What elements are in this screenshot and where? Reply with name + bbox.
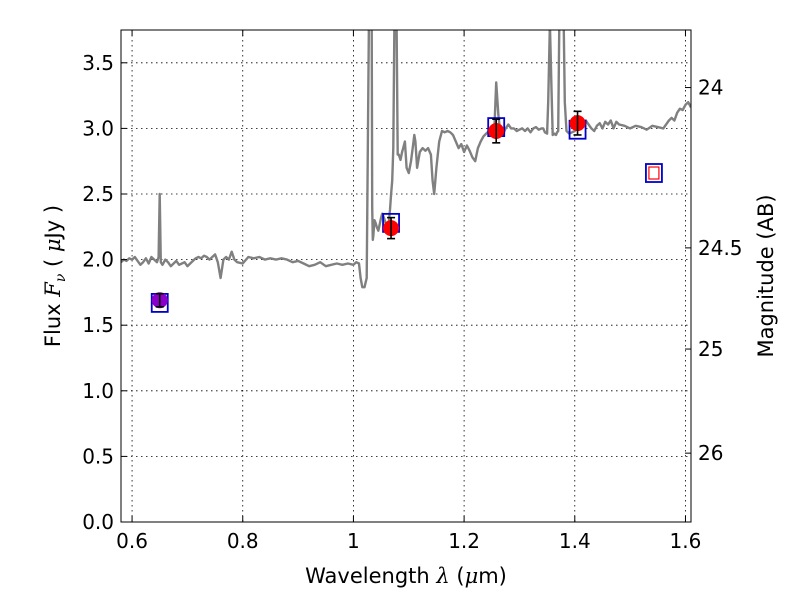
x-tick-label: 0.8 bbox=[227, 529, 259, 553]
upper-limit-marker bbox=[648, 166, 660, 180]
y-tick-label: 1.0 bbox=[82, 379, 114, 403]
axis-ticks bbox=[121, 30, 691, 523]
y-tick-label: 1.5 bbox=[82, 313, 114, 337]
y2-tick-label: 24 bbox=[698, 76, 723, 100]
photometry-layer bbox=[150, 110, 663, 313]
x-axis-label: Wavelength λ (μm) bbox=[305, 564, 507, 588]
grid-lines bbox=[121, 30, 691, 523]
y2-axis-label: Magnitude (AB) bbox=[754, 194, 778, 357]
x-tick-label: 1.6 bbox=[670, 529, 702, 553]
y-tick-label: 0.0 bbox=[82, 510, 114, 534]
x-tick-label: 0.6 bbox=[116, 529, 148, 553]
x-tick-label: 1 bbox=[347, 529, 360, 553]
y-tick-label: 2.5 bbox=[82, 182, 114, 206]
x-tick-label: 1.2 bbox=[448, 529, 480, 553]
y2-tick-label: 26 bbox=[698, 441, 723, 465]
y-tick-label: 2.0 bbox=[82, 248, 114, 272]
model-photometry-box-upper bbox=[645, 163, 663, 183]
y-axis-label: Flux Fν ( μJy ) bbox=[41, 205, 69, 347]
y2-tick-label: 24.5 bbox=[698, 236, 743, 260]
y-tick-label: 3.0 bbox=[82, 116, 114, 140]
x-tick-label: 1.4 bbox=[559, 529, 591, 553]
plot-frame bbox=[120, 29, 692, 523]
y-tick-labels: 0.0 0.5 1.0 1.5 2.0 2.5 3.0 3.5 bbox=[82, 51, 114, 534]
x-tick-labels: 0.6 0.8 1 1.2 1.4 1.6 bbox=[116, 529, 701, 553]
y2-tick-label: 25 bbox=[698, 337, 723, 361]
y-tick-label: 3.5 bbox=[82, 51, 114, 75]
y-tick-label: 0.5 bbox=[82, 444, 114, 468]
